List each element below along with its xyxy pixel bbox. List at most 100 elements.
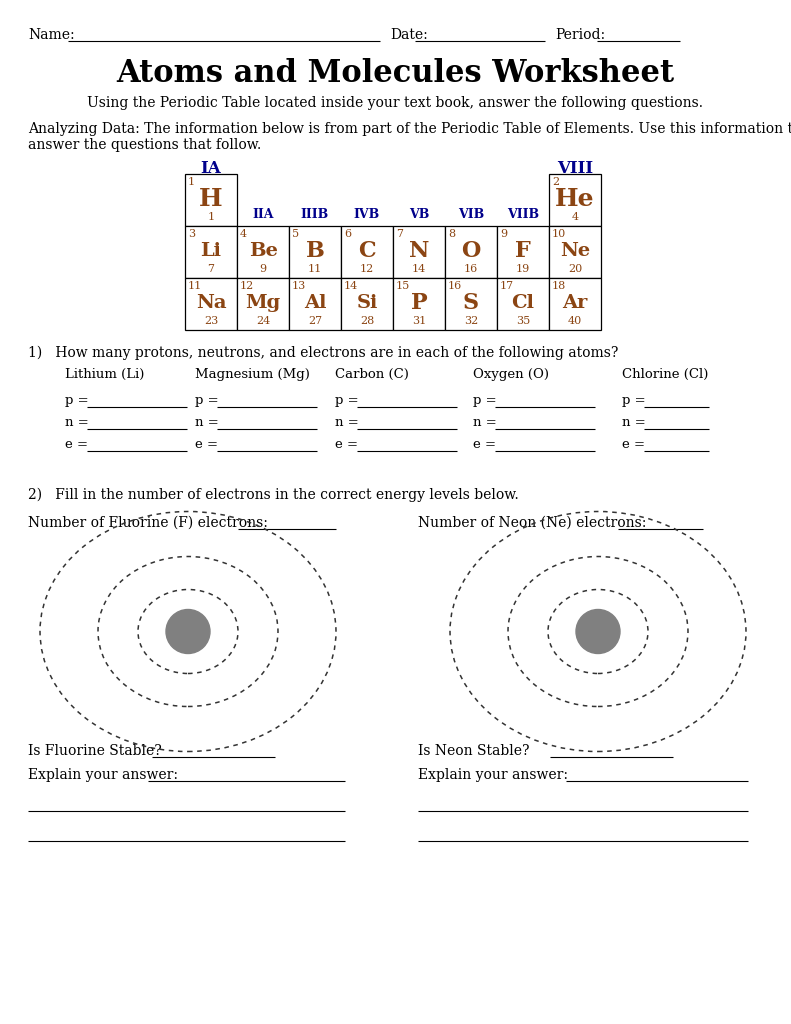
Text: e =: e = [622,438,645,451]
Text: 12: 12 [240,281,254,291]
Text: Ne: Ne [560,242,590,260]
Text: Date:: Date: [390,28,428,42]
Bar [237,226,289,278]
Text: p =: p = [622,394,645,407]
Circle shape [166,609,210,653]
Text: VIIB: VIIB [507,208,539,220]
Bar [393,226,445,278]
Text: 24: 24 [255,316,270,326]
Text: Ar: Ar [562,294,588,312]
Text: 32: 32 [464,316,478,326]
Text: Period:: Period: [555,28,605,42]
Text: H: H [199,187,223,211]
Text: O: O [461,240,481,262]
Text: 14: 14 [344,281,358,291]
Text: e =: e = [65,438,88,451]
Text: Name:: Name: [28,28,74,42]
Bar [549,278,601,330]
Text: 13: 13 [292,281,306,291]
Text: 6: 6 [344,229,351,239]
Text: IVB: IVB [354,208,380,220]
Text: 18: 18 [552,281,566,291]
Text: 3: 3 [188,229,195,239]
Text: Lithium (Li): Lithium (Li) [65,368,145,381]
Text: 35: 35 [516,316,530,326]
Text: Explain your answer:: Explain your answer: [418,768,568,782]
Text: 12: 12 [360,264,374,274]
Text: Number of Fluorine (F) electrons:: Number of Fluorine (F) electrons: [28,516,268,530]
Circle shape [576,609,620,653]
Text: 11: 11 [188,281,202,291]
Text: e =: e = [335,438,358,451]
Text: Explain your answer:: Explain your answer: [28,768,178,782]
Text: 5: 5 [292,229,299,239]
Text: p =: p = [65,394,89,407]
Text: B: B [305,240,324,262]
Text: Magnesium (Mg): Magnesium (Mg) [195,368,310,381]
Text: 9: 9 [500,229,507,239]
Text: p =: p = [195,394,218,407]
Text: 19: 19 [516,264,530,274]
Text: 23: 23 [204,316,218,326]
Bar [341,278,393,330]
Text: Number of Neon (Ne) electrons:: Number of Neon (Ne) electrons: [418,516,646,530]
Text: Al: Al [304,294,326,312]
Text: n =: n = [473,416,497,429]
Text: Cl: Cl [512,294,535,312]
Text: Is Neon Stable?: Is Neon Stable? [418,744,529,758]
Bar [185,174,237,226]
Text: F: F [515,240,531,262]
Bar [185,278,237,330]
Text: VB: VB [409,208,430,220]
Bar [549,174,601,226]
Text: N: N [409,240,430,262]
Text: Chlorine (Cl): Chlorine (Cl) [622,368,709,381]
Text: P: P [411,292,427,314]
Text: 15: 15 [396,281,411,291]
Bar [497,226,549,278]
Text: 1: 1 [188,177,195,187]
Text: 14: 14 [412,264,426,274]
Text: Analyzing Data: The information below is from part of the Periodic Table of Elem: Analyzing Data: The information below is… [28,122,791,136]
Text: p =: p = [473,394,497,407]
Text: 2: 2 [552,177,559,187]
Text: 2)   Fill in the number of electrons in the correct energy levels below.: 2) Fill in the number of electrons in th… [28,488,519,503]
Text: Atoms and Molecules Worksheet: Atoms and Molecules Worksheet [116,58,674,89]
Bar [393,278,445,330]
Text: He: He [555,187,595,211]
Bar [341,226,393,278]
Text: 7: 7 [396,229,403,239]
Text: e =: e = [473,438,496,451]
Text: 4: 4 [571,212,578,222]
Text: 20: 20 [568,264,582,274]
Text: Mg: Mg [245,294,281,312]
Text: 1: 1 [207,212,214,222]
Text: Be: Be [248,242,278,260]
Text: 10: 10 [552,229,566,239]
Text: S: S [463,292,479,314]
Bar [289,226,341,278]
Text: VIB: VIB [458,208,484,220]
Text: e =: e = [195,438,218,451]
Text: n =: n = [622,416,645,429]
Text: 4: 4 [240,229,247,239]
Text: 11: 11 [308,264,322,274]
Text: 27: 27 [308,316,322,326]
Text: 40: 40 [568,316,582,326]
Text: VIII: VIII [557,160,593,177]
Bar [497,278,549,330]
Text: Li: Li [200,242,221,260]
Text: p =: p = [335,394,358,407]
Text: C: C [358,240,376,262]
Text: 16: 16 [448,281,462,291]
Text: IIIB: IIIB [301,208,329,220]
Text: 8: 8 [448,229,455,239]
Text: Is Fluorine Stable?: Is Fluorine Stable? [28,744,161,758]
Text: n =: n = [195,416,219,429]
Text: Na: Na [195,294,226,312]
Text: Oxygen (O): Oxygen (O) [473,368,549,381]
Bar [445,278,497,330]
Bar [445,226,497,278]
Bar [185,226,237,278]
Text: IA: IA [201,160,221,177]
